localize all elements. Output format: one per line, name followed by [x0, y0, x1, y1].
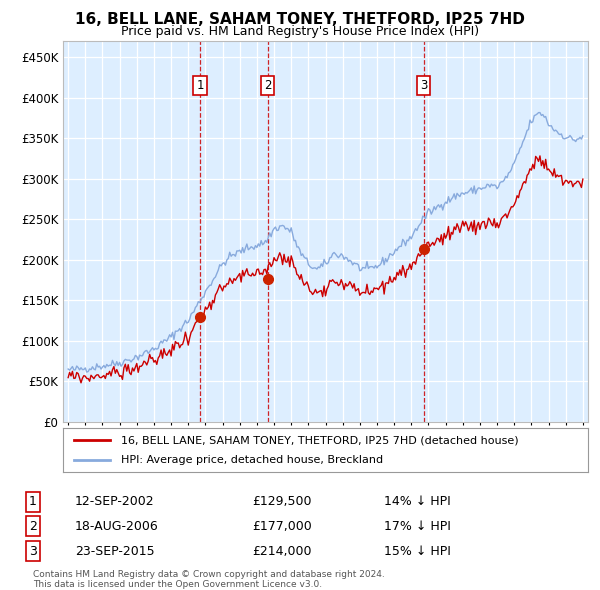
Text: HPI: Average price, detached house, Breckland: HPI: Average price, detached house, Brec…	[121, 455, 383, 464]
Text: 16, BELL LANE, SAHAM TONEY, THETFORD, IP25 7HD: 16, BELL LANE, SAHAM TONEY, THETFORD, IP…	[75, 12, 525, 27]
Text: 1: 1	[196, 79, 204, 92]
Text: £177,000: £177,000	[252, 520, 312, 533]
Text: 12-SEP-2002: 12-SEP-2002	[75, 495, 155, 508]
Text: 15% ↓ HPI: 15% ↓ HPI	[384, 545, 451, 558]
Text: 2: 2	[264, 79, 271, 92]
Text: 3: 3	[420, 79, 427, 92]
Text: 14% ↓ HPI: 14% ↓ HPI	[384, 495, 451, 508]
Text: £214,000: £214,000	[252, 545, 311, 558]
Text: 3: 3	[29, 545, 37, 558]
Text: 23-SEP-2015: 23-SEP-2015	[75, 545, 155, 558]
Text: £129,500: £129,500	[252, 495, 311, 508]
Text: 18-AUG-2006: 18-AUG-2006	[75, 520, 159, 533]
Text: This data is licensed under the Open Government Licence v3.0.: This data is licensed under the Open Gov…	[33, 579, 322, 589]
Text: Contains HM Land Registry data © Crown copyright and database right 2024.: Contains HM Land Registry data © Crown c…	[33, 570, 385, 579]
Text: 2: 2	[29, 520, 37, 533]
Text: 1: 1	[29, 495, 37, 508]
Text: 16, BELL LANE, SAHAM TONEY, THETFORD, IP25 7HD (detached house): 16, BELL LANE, SAHAM TONEY, THETFORD, IP…	[121, 435, 518, 445]
Text: Price paid vs. HM Land Registry's House Price Index (HPI): Price paid vs. HM Land Registry's House …	[121, 25, 479, 38]
Text: 17% ↓ HPI: 17% ↓ HPI	[384, 520, 451, 533]
